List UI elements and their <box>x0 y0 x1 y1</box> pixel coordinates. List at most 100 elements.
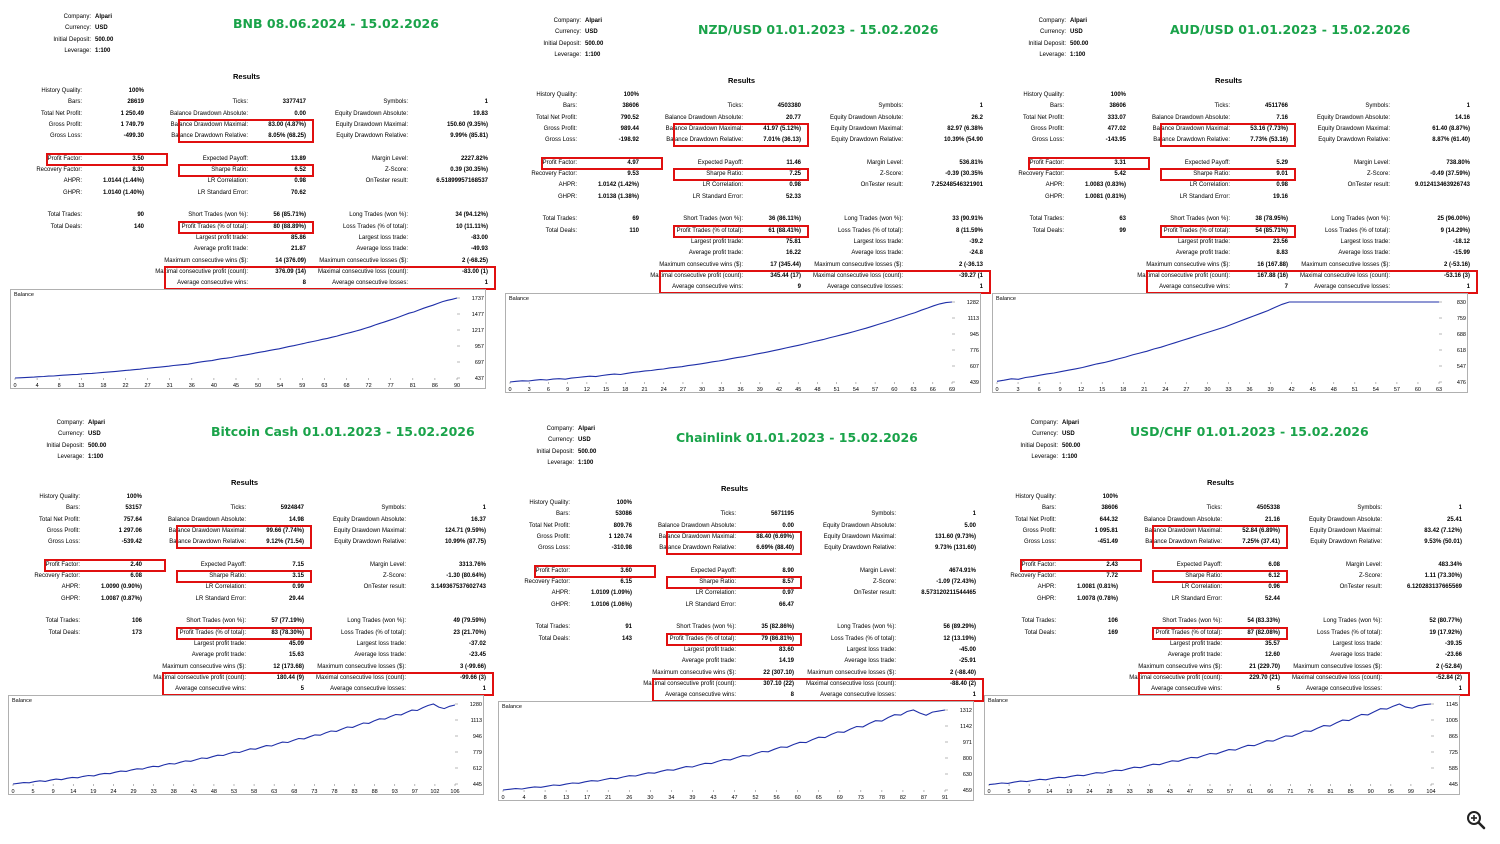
stat-value-text: 88.40 (6.69%) <box>756 533 794 540</box>
stat-label-text: Balance Drawdown Maximal: <box>168 527 246 534</box>
stat-value-text: 143 <box>621 635 632 642</box>
stat-label: Balance Drawdown Absolute: <box>593 113 743 124</box>
stat-label: Balance Drawdown Relative: <box>1072 537 1222 548</box>
stat-value-text: 41.97 (5.12%) <box>763 125 801 132</box>
stat-label: Profit Factor: <box>496 566 570 577</box>
stat-value: -83.00 <box>428 233 488 244</box>
stat-value: 57 (77.19%) <box>244 616 304 627</box>
y-tick-label: 688 <box>1457 332 1466 338</box>
stat-label-text: OnTester result: <box>860 182 903 189</box>
zoom-in-icon[interactable] <box>1464 808 1488 832</box>
stat-label-text: Expected Payoff: <box>1184 159 1230 166</box>
info-label: Leverage: <box>547 459 574 466</box>
stat-label-text: Largest profit trade: <box>193 640 246 647</box>
stat-label: Z-Score: <box>236 571 406 582</box>
stat-label: Expected Payoff: <box>1072 560 1222 571</box>
stat-value: 6.120283137665569 <box>1402 582 1462 593</box>
stat-value-text: 7.25% (37.41) <box>1242 539 1280 546</box>
info-value: USD <box>1062 431 1075 438</box>
stat-value: -39.2 <box>923 237 983 248</box>
stat-label-text: Largest loss trade: <box>1340 238 1390 245</box>
stat-label-text: Symbols: <box>871 511 896 518</box>
stat-label: Average consecutive losses: <box>726 690 896 701</box>
stat-label: Total Net Profit: <box>496 521 570 532</box>
x-tick-label: 86 <box>432 383 438 389</box>
stat-value: 1.0140 (1.40%) <box>84 188 144 199</box>
x-tick-label: 29 <box>130 789 136 795</box>
stat-value: -24.8 <box>923 248 983 259</box>
stat-value: 1 <box>1410 282 1470 293</box>
stat-value-text: 10.39% (54.90 <box>943 137 983 144</box>
stat-label-text: Ticks: <box>230 505 246 512</box>
stat-value: 15.63 <box>244 650 304 661</box>
stat-value-text: 2 (-88.40) <box>949 669 976 676</box>
info-value: 1:100 <box>578 459 594 466</box>
stat-label-text: GHPR: <box>1044 193 1064 200</box>
stat-value: 1.0138 (1.38%) <box>579 192 639 203</box>
balance-chart-svg: 1312 1142 971 800 630 459 0 4 8 13 17 21 26 30 34 39 43 4… <box>501 708 972 801</box>
y-tick-label: 957 <box>475 344 484 350</box>
stat-label-text: Recovery Factor: <box>36 167 82 174</box>
stat-value: 35.57 <box>1220 639 1280 650</box>
stat-value-text: 79 (86.81%) <box>761 635 794 642</box>
stat-value-text: 99 <box>1119 227 1126 234</box>
stat-value: 4503380 <box>741 101 801 112</box>
y-tick-label: 800 <box>963 756 972 762</box>
stat-value-text: 100% <box>623 92 639 98</box>
x-tick-label: 0 <box>13 383 16 389</box>
stat-value: 5 <box>1220 684 1280 695</box>
stat-value: 1 <box>428 97 488 108</box>
stat-value: 99.66 (7.74%) <box>244 526 304 537</box>
balance-line <box>502 709 946 791</box>
stat-label-text: Gross Loss: <box>1031 137 1064 144</box>
info-label: Leverage: <box>1039 51 1066 58</box>
stat-label: AHPR: <box>990 180 1064 191</box>
stat-label: Short Trades (won %): <box>586 622 736 633</box>
stat-value-text: 35.57 <box>1264 640 1280 647</box>
stat-label-text: GHPR: <box>550 601 570 608</box>
stat-value-text: 90 <box>137 212 144 219</box>
x-tick-label: 21 <box>605 795 611 801</box>
strategy-report: BNB 08.06.2024 - 15.02.2026 Company: Alpar… <box>8 4 498 422</box>
x-tick-label: 63 <box>271 789 277 795</box>
stat-label: Average profit trade: <box>96 650 246 661</box>
info-row: Initial Deposit: 500.00 <box>990 39 1128 50</box>
stat-label-text: Margin Level: <box>1353 159 1390 166</box>
info-row: Company: Alpari <box>990 16 1128 27</box>
stat-value: -83.00 (1) <box>428 267 488 278</box>
stat-value-text: 28619 <box>127 99 144 106</box>
stat-label-text: Bars: <box>562 103 577 110</box>
stat-label: Average consecutive losses: <box>733 282 903 293</box>
info-label: Currency: <box>554 29 581 36</box>
stat-label-text: Equity Drawdown Relative: <box>336 133 408 140</box>
info-label: Initial Deposit: <box>1028 40 1066 47</box>
stat-value: 54 (83.33%) <box>1220 616 1280 627</box>
stat-label: LR Standard Error: <box>593 192 743 203</box>
info-label: Currency: <box>1039 29 1066 36</box>
stat-label: Symbols: <box>1220 101 1390 112</box>
stat-label-text: Total Net Profit: <box>528 522 570 529</box>
stat-label: Total Deals: <box>982 628 1056 639</box>
stat-value: 22 (307.10) <box>734 668 794 679</box>
x-tick-label: 13 <box>563 795 569 801</box>
stat-value: 7.25 <box>741 169 801 180</box>
stat-label: Maximum consecutive losses ($): <box>726 668 896 679</box>
stat-value: 124.71 (9.59%) <box>426 526 486 537</box>
stat-label: Loss Trades (% of total): <box>726 634 896 645</box>
stat-label: LR Correlation: <box>96 582 246 593</box>
stat-label-text: History Quality: <box>39 494 80 500</box>
x-tick-label: 39 <box>757 387 763 393</box>
stat-label: Average consecutive wins: <box>1080 282 1230 293</box>
y-tick-label: 865 <box>1449 734 1458 740</box>
x-tick-label: 15 <box>603 387 609 393</box>
x-tick-label: 57 <box>1394 387 1400 393</box>
stat-value-text: -499.30 <box>123 133 144 140</box>
stat-label-text: Expected Payoff: <box>200 561 246 568</box>
stat-value: -39.27 (1 <box>923 271 983 282</box>
stat-value-text: 790.52 <box>620 114 639 121</box>
stat-value: 12.60 <box>1220 650 1280 661</box>
balance-chart: Balance 1280 1113 946 779 612 445 0 5 9 14 19 24 29 33… <box>8 695 484 795</box>
x-tick-label: 0 <box>508 387 511 393</box>
stat-label: Largest loss trade: <box>726 645 896 656</box>
x-tick-label: 87 <box>921 795 927 801</box>
